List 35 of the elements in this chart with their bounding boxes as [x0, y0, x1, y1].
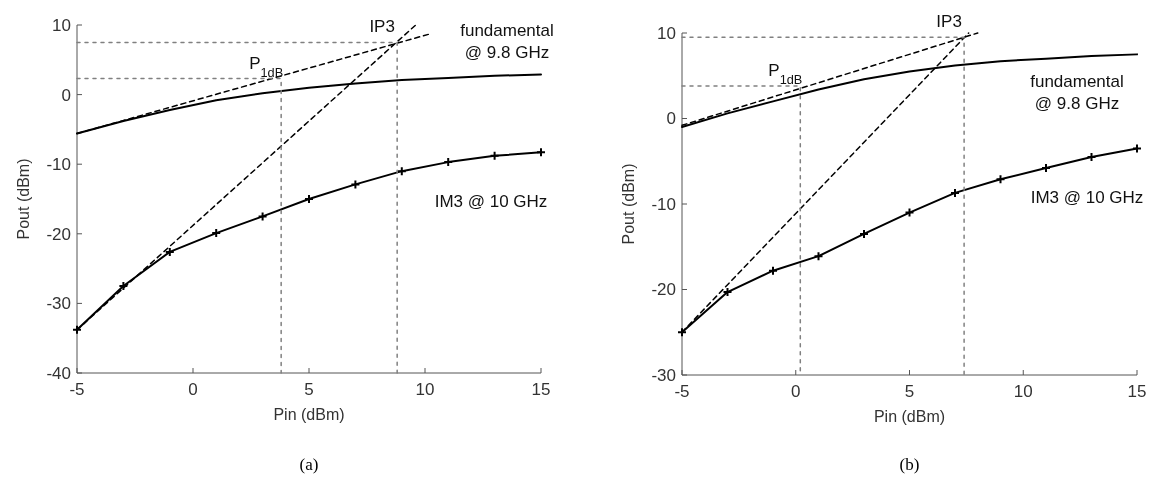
series-label: fundamental @ 9.8 GHz [1030, 72, 1124, 114]
y-tick-label: -10 [651, 194, 676, 214]
x-axis-title: Pin (dBm) [273, 406, 345, 423]
series-label: P$_{1dB}$ [768, 61, 803, 87]
series-label: IP3 [369, 17, 395, 37]
y-tick-label: -40 [46, 363, 71, 383]
x-tick-label: 15 [531, 380, 551, 399]
series-label: fundamental @ 9.8 GHz [460, 21, 554, 63]
text: (b) [899, 455, 920, 474]
y-tick-label: -30 [651, 365, 676, 385]
series-label: IP3 [936, 12, 962, 32]
y-axis-title: Pout (dBm) [15, 158, 32, 240]
x-tick-label: 15 [1127, 382, 1147, 401]
series-label: IM3 @ 10 GHz [434, 192, 548, 212]
y-tick-label: 10 [657, 23, 676, 43]
text: (a) [299, 455, 319, 474]
series-label: IM3 @ 10 GHz [1030, 188, 1144, 208]
y-tick-label: -20 [46, 224, 71, 244]
x-tick-label: 5 [904, 382, 915, 401]
x-tick-label: 0 [188, 380, 198, 399]
y-tick-label: 0 [61, 85, 71, 105]
x-tick-label: -5 [69, 380, 85, 399]
series-label: P$_{1dB}$ [249, 53, 284, 80]
x-tick-label: -5 [674, 382, 690, 401]
y-tick-label: -30 [46, 294, 71, 314]
x-tick-label: 10 [1013, 382, 1033, 401]
y-tick-label: 10 [52, 15, 71, 35]
x-tick-label: 0 [791, 382, 801, 401]
y-tick-label: 0 [666, 109, 676, 129]
x-tick-label: 10 [415, 380, 435, 399]
y-tick-label: -10 [46, 155, 71, 175]
x-tick-label: 5 [304, 380, 314, 399]
y-axis-title: Pout (dBm) [620, 163, 637, 245]
x-axis-title: Pin (dBm) [873, 408, 946, 425]
y-tick-label: -20 [651, 280, 676, 300]
